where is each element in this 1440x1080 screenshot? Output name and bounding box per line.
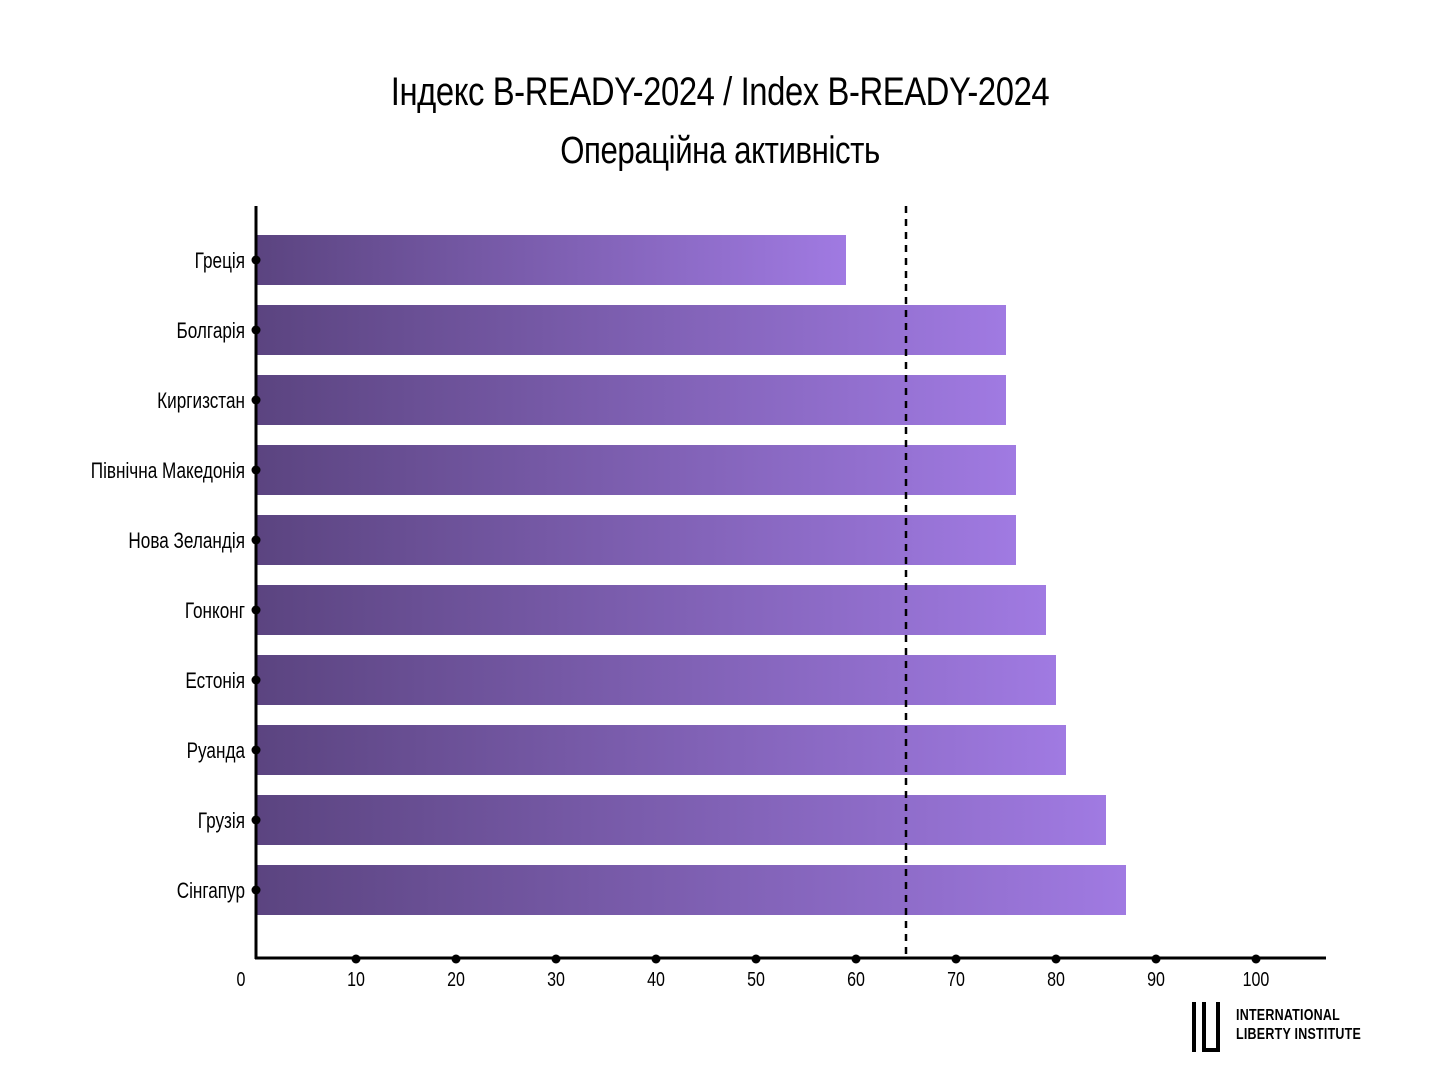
bar [256, 865, 1126, 915]
bar [256, 655, 1056, 705]
bar [256, 795, 1106, 845]
x-tick-label: 100 [1243, 968, 1270, 990]
category-label: Киргизстан [157, 389, 245, 414]
chart-subtitle: Операційна активність [560, 130, 880, 172]
x-tick-label: 40 [647, 968, 665, 990]
x-tick-label: 70 [947, 968, 965, 990]
category-label: Руанда [187, 739, 245, 764]
category-label: Грузія [198, 809, 245, 834]
x-tick-label: 0 [237, 968, 246, 990]
category-label: Північна Македонія [91, 459, 245, 484]
x-tick-dot [1251, 954, 1261, 964]
bar [256, 375, 1006, 425]
x-tick-label: 60 [847, 968, 865, 990]
institute-logo: INTERNATIONAL LIBERTY INSTITUTE [1190, 1002, 1370, 1052]
x-tick-dot [951, 954, 961, 964]
category-label: Естонія [185, 669, 245, 694]
category-label: Греція [195, 249, 245, 274]
x-tick-dot [451, 954, 461, 964]
x-tick-dot [1151, 954, 1161, 964]
bar [256, 305, 1006, 355]
category-label: Болгарія [177, 319, 245, 344]
bar [256, 445, 1016, 495]
category-label: Нова Зеландія [128, 529, 245, 554]
bar [256, 235, 846, 285]
x-tick-label: 50 [747, 968, 765, 990]
x-tick-dot [851, 954, 861, 964]
bar [256, 515, 1016, 565]
x-tick-label: 90 [1147, 968, 1165, 990]
x-tick-dot [551, 954, 561, 964]
x-tick-dot [351, 954, 361, 964]
x-tick-label: 30 [547, 968, 565, 990]
logo-line-1: INTERNATIONAL [1236, 1007, 1341, 1024]
ili-logo-icon [1192, 1002, 1220, 1052]
logo-text: INTERNATIONAL LIBERTY INSTITUTE [1236, 1006, 1361, 1044]
x-tick-dot [1051, 954, 1061, 964]
bar [256, 585, 1046, 635]
category-label: Сінгапур [177, 879, 245, 904]
x-tick-label: 10 [347, 968, 365, 990]
x-tick-label: 20 [447, 968, 465, 990]
logo-line-2: LIBERTY INSTITUTE [1236, 1026, 1362, 1043]
chart-title: Індекс B-READY-2024 / Index B-READY-2024 [390, 70, 1050, 114]
bar [256, 725, 1066, 775]
x-tick-label: 80 [1047, 968, 1065, 990]
x-tick-dot [651, 954, 661, 964]
x-tick-dot [751, 954, 761, 964]
category-label: Гонконг [185, 599, 245, 624]
